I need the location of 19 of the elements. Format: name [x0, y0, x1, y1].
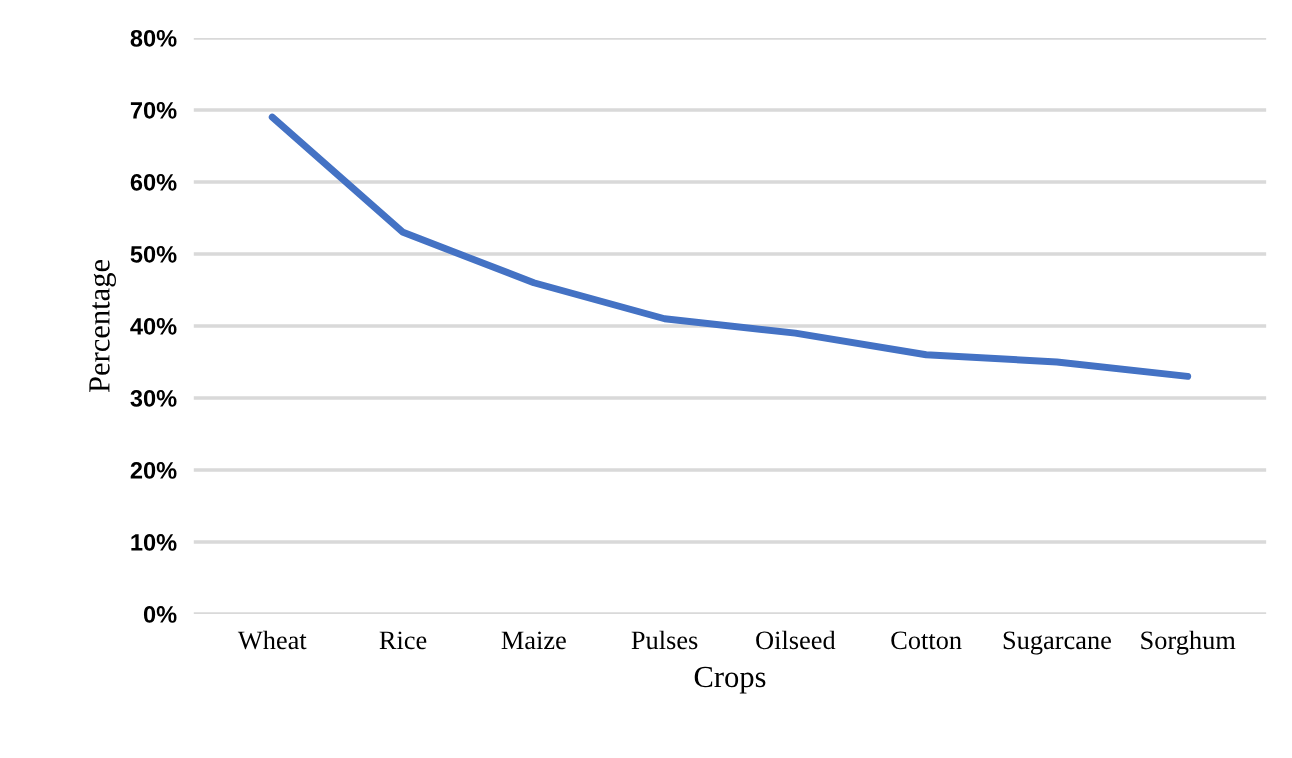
x-tick-label: Rice [379, 631, 427, 650]
y-tick-label: 40% [130, 318, 177, 335]
x-tick-label: Oilseed [756, 630, 836, 650]
x-tick-label: Cotton [891, 631, 962, 650]
x-tick-label: Maize [501, 631, 566, 650]
y-tick-label: 30% [130, 390, 177, 407]
x-tick-label: Pulses [631, 630, 698, 650]
x-tick-label: Wheat [237, 630, 307, 650]
y-axis-title: Percentage [89, 259, 116, 393]
y-tick-label: 80% [130, 29, 177, 47]
y-tick-label: 60% [130, 173, 177, 191]
x-tick-label: Sorghum [1141, 630, 1236, 655]
x-tick-label: Sugarcane [1003, 631, 1111, 655]
y-tick-label: 0% [143, 606, 177, 623]
y-tick-label: 20% [130, 462, 177, 479]
y-tick-label: 70% [130, 101, 177, 119]
y-tick-label: 10% [131, 534, 177, 551]
x-axis-title: Crops [694, 666, 766, 694]
y-tick-label: 50% [130, 246, 177, 263]
